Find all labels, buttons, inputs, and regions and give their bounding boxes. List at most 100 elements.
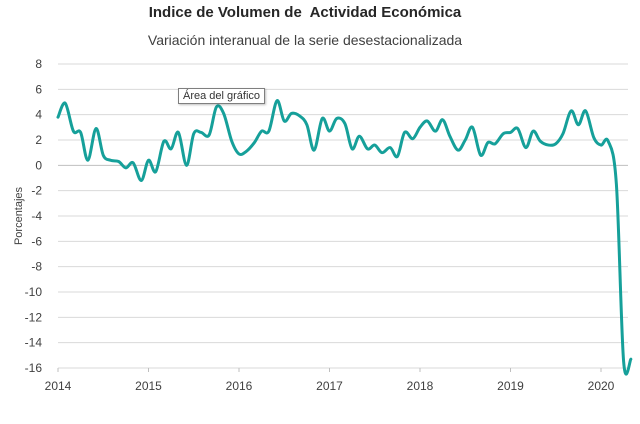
data-point	[615, 183, 617, 185]
x-axis-ticks: 2014 2015 2016 2017 2018 2019 2020	[45, 368, 615, 393]
data-point	[193, 133, 195, 135]
data-point	[170, 148, 172, 150]
data-point	[321, 117, 323, 119]
data-point	[245, 150, 247, 152]
data-point	[351, 148, 353, 150]
data-point	[426, 120, 428, 122]
data-point	[215, 106, 217, 108]
chart-subtitle: Variación interanual de la serie desesta…	[147, 32, 463, 48]
data-point	[419, 126, 421, 128]
data-point	[231, 140, 233, 142]
x-tick-label: 2014	[45, 379, 72, 393]
y-tick-label: 6	[35, 82, 42, 96]
data-point	[623, 361, 625, 363]
data-point	[87, 159, 89, 161]
data-point	[412, 138, 414, 140]
data-point	[163, 140, 165, 142]
y-tick-label: -14	[25, 336, 43, 350]
data-point	[585, 110, 587, 112]
data-point	[268, 130, 270, 132]
data-point	[381, 152, 383, 154]
data-point	[555, 143, 557, 145]
data-point	[140, 180, 142, 182]
data-point	[200, 131, 202, 133]
data-point	[570, 110, 572, 112]
y-tick-label: -16	[25, 361, 43, 375]
data-point	[367, 148, 369, 150]
y-tick-label: -4	[31, 209, 42, 223]
data-point	[471, 126, 473, 128]
y-axis-title: Porcentajes	[13, 186, 25, 245]
data-point	[299, 115, 301, 117]
data-point	[593, 136, 595, 138]
x-tick-label: 2019	[497, 379, 524, 393]
data-point	[336, 117, 338, 119]
data-point	[358, 135, 360, 137]
data-point	[502, 133, 504, 135]
data-point	[525, 147, 527, 149]
y-tick-label: -2	[31, 184, 42, 198]
data-point	[539, 140, 541, 142]
data-point	[261, 130, 263, 132]
data-point	[630, 358, 632, 360]
data-point	[313, 149, 315, 151]
data-point	[64, 102, 66, 104]
data-point	[253, 142, 255, 144]
data-point	[109, 159, 111, 161]
data-point	[186, 164, 188, 166]
x-tick-label: 2015	[135, 379, 162, 393]
x-tick-label: 2017	[316, 379, 343, 393]
data-point	[517, 128, 519, 130]
data-point	[223, 112, 225, 114]
y-tick-label: 4	[35, 108, 42, 122]
data-point	[464, 139, 466, 141]
data-point	[344, 123, 346, 125]
data-points	[57, 100, 632, 363]
data-point	[510, 131, 512, 133]
data-point	[276, 100, 278, 102]
x-tick-label: 2020	[588, 379, 615, 393]
y-tick-label: 0	[35, 158, 42, 172]
data-point	[457, 149, 459, 151]
y-tick-label: -12	[25, 310, 43, 324]
data-point	[494, 143, 496, 145]
data-point	[80, 131, 82, 133]
y-tick-label: -8	[31, 260, 42, 274]
y-tick-label: -6	[31, 234, 42, 248]
data-point	[238, 153, 240, 155]
data-point	[132, 162, 134, 164]
data-point	[562, 133, 564, 135]
y-tick-label: 8	[35, 57, 42, 71]
data-point	[283, 120, 285, 122]
y-tick-label: -10	[25, 285, 43, 299]
x-tick-label: 2018	[407, 379, 434, 393]
x-tick-label: 2016	[226, 379, 253, 393]
data-point	[404, 131, 406, 133]
gridlines	[58, 63, 628, 369]
y-tick-label: 2	[35, 133, 42, 147]
data-point	[449, 135, 451, 137]
data-point	[290, 112, 292, 114]
y-axis-ticks: 8 6 4 2 0 -2 -4 -6 -8 -10 -12 -14 -16	[25, 57, 43, 375]
data-point	[72, 130, 74, 132]
chart-title: Indice de Volumen de Actividad Económica	[148, 4, 462, 21]
data-point	[600, 144, 602, 146]
data-point	[102, 154, 104, 156]
series-line-0	[56, 99, 633, 376]
data-point	[148, 159, 150, 161]
data-point	[577, 124, 579, 126]
data-point	[208, 134, 210, 136]
data-point	[442, 119, 444, 121]
data-point	[487, 142, 489, 144]
data-point	[118, 161, 120, 163]
chart-area-tooltip: Área del gráfico	[178, 88, 266, 104]
data-point	[306, 124, 308, 126]
data-point	[374, 144, 376, 146]
series-group	[56, 99, 633, 376]
data-point	[95, 128, 97, 130]
data-point	[329, 130, 331, 132]
data-point	[548, 144, 550, 146]
data-point	[396, 155, 398, 157]
data-point	[480, 154, 482, 156]
